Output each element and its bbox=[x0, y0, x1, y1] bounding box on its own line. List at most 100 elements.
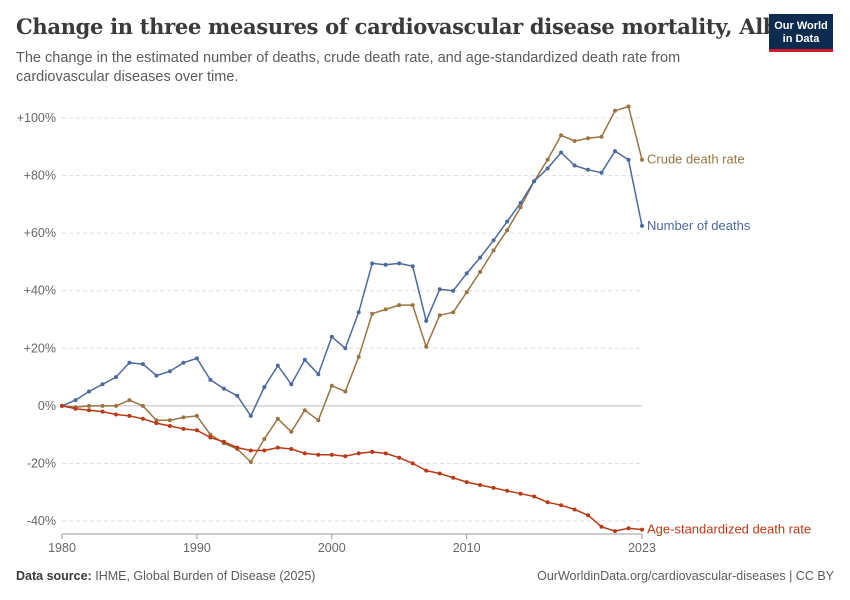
data-point bbox=[194, 428, 199, 433]
data-point bbox=[100, 382, 105, 387]
data-point bbox=[302, 408, 307, 413]
data-point bbox=[424, 318, 429, 323]
data-point bbox=[221, 439, 226, 444]
data-point bbox=[100, 403, 105, 408]
data-point bbox=[437, 313, 442, 318]
data-point bbox=[235, 445, 240, 450]
chart-title: Change in three measures of cardiovascul… bbox=[16, 14, 827, 39]
data-point bbox=[572, 507, 577, 512]
data-point bbox=[599, 524, 604, 529]
data-point bbox=[410, 303, 415, 308]
data-point bbox=[316, 372, 321, 377]
data-point bbox=[599, 134, 604, 139]
data-point bbox=[640, 223, 644, 228]
data-point bbox=[613, 529, 617, 534]
data-point bbox=[397, 303, 402, 308]
data-point bbox=[370, 261, 375, 266]
data-point bbox=[613, 108, 617, 113]
data-point bbox=[437, 287, 442, 292]
data-point bbox=[437, 471, 442, 476]
data-point bbox=[518, 205, 523, 210]
data-point bbox=[451, 475, 456, 480]
data-point bbox=[100, 409, 105, 414]
series-label: Age-standardized death rate bbox=[647, 522, 811, 537]
data-point bbox=[154, 418, 159, 423]
data-point bbox=[626, 157, 631, 162]
data-point bbox=[208, 432, 213, 437]
data-point bbox=[302, 451, 307, 456]
data-point bbox=[518, 491, 523, 496]
x-tick-label: 1990 bbox=[183, 541, 211, 555]
data-point bbox=[626, 526, 631, 531]
data-point bbox=[167, 369, 172, 374]
data-source-text: IHME, Global Burden of Disease (2025) bbox=[95, 569, 316, 583]
x-tick-label: 2023 bbox=[628, 541, 656, 555]
data-point bbox=[181, 360, 186, 365]
data-point bbox=[329, 334, 334, 339]
data-point bbox=[505, 488, 510, 493]
x-tick-label: 2010 bbox=[453, 541, 481, 555]
owid-logo[interactable]: Our World in Data bbox=[769, 14, 833, 52]
y-tick-label: -20% bbox=[27, 456, 56, 470]
data-point bbox=[397, 261, 402, 266]
data-point bbox=[559, 503, 564, 508]
data-point bbox=[262, 437, 267, 441]
data-point bbox=[87, 389, 91, 394]
data-point bbox=[464, 480, 469, 485]
data-point bbox=[478, 270, 483, 274]
data-point bbox=[316, 418, 321, 423]
data-point bbox=[114, 412, 118, 417]
data-point bbox=[383, 262, 388, 267]
data-point bbox=[370, 449, 375, 454]
series-line bbox=[61, 405, 643, 532]
data-point bbox=[464, 290, 469, 295]
y-tick-label: 0% bbox=[38, 399, 56, 413]
data-point bbox=[167, 424, 172, 428]
x-tick-label: 2000 bbox=[318, 541, 346, 555]
data-point bbox=[343, 346, 348, 351]
data-point bbox=[329, 452, 334, 457]
data-point bbox=[424, 468, 429, 473]
data-point bbox=[140, 416, 145, 421]
data-point bbox=[343, 389, 348, 394]
data-point bbox=[478, 255, 483, 260]
y-tick-label: -40% bbox=[27, 514, 56, 528]
data-point bbox=[73, 406, 78, 411]
data-point bbox=[572, 139, 577, 143]
data-source: Data source: IHME, Global Burden of Dise… bbox=[16, 569, 315, 583]
data-point bbox=[626, 104, 631, 109]
data-point bbox=[599, 170, 604, 175]
data-point bbox=[451, 310, 456, 315]
data-point bbox=[586, 167, 590, 172]
data-point bbox=[194, 356, 199, 361]
data-point bbox=[491, 485, 496, 490]
data-point bbox=[154, 373, 159, 378]
data-point bbox=[127, 360, 132, 365]
data-point bbox=[518, 200, 523, 205]
source-url[interactable]: OurWorldinData.org/cardiovascular-diseas… bbox=[537, 569, 834, 583]
data-point bbox=[424, 344, 429, 349]
data-point bbox=[208, 435, 213, 440]
data-point bbox=[248, 413, 253, 418]
data-point bbox=[505, 228, 510, 233]
y-tick-label: +60% bbox=[24, 226, 56, 240]
series-line bbox=[61, 105, 643, 463]
y-tick-label: +100% bbox=[17, 111, 56, 125]
data-point bbox=[491, 238, 496, 243]
data-point bbox=[221, 386, 226, 391]
x-tick-label: 1980 bbox=[48, 541, 76, 555]
data-point bbox=[87, 408, 91, 413]
data-point bbox=[208, 377, 213, 382]
data-point bbox=[248, 448, 253, 453]
data-point bbox=[370, 311, 375, 316]
data-point bbox=[410, 264, 415, 269]
data-point bbox=[235, 393, 240, 398]
y-tick-label: +20% bbox=[24, 341, 56, 355]
data-point bbox=[545, 500, 550, 505]
data-point bbox=[532, 179, 537, 184]
data-point bbox=[60, 403, 64, 408]
series-line bbox=[61, 150, 643, 417]
data-point bbox=[383, 307, 388, 312]
data-point bbox=[248, 460, 253, 464]
data-source-label: Data source: bbox=[16, 569, 92, 583]
